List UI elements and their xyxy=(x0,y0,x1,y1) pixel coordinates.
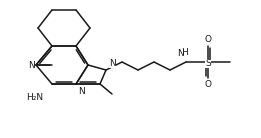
Text: O: O xyxy=(205,80,211,89)
Text: S: S xyxy=(205,59,211,67)
Text: O: O xyxy=(205,35,211,44)
Text: H₂N: H₂N xyxy=(26,92,43,102)
Text: N: N xyxy=(109,59,116,68)
Text: N: N xyxy=(28,60,35,70)
Text: N: N xyxy=(78,87,85,96)
Text: H: H xyxy=(181,48,187,57)
Text: N: N xyxy=(177,49,183,58)
